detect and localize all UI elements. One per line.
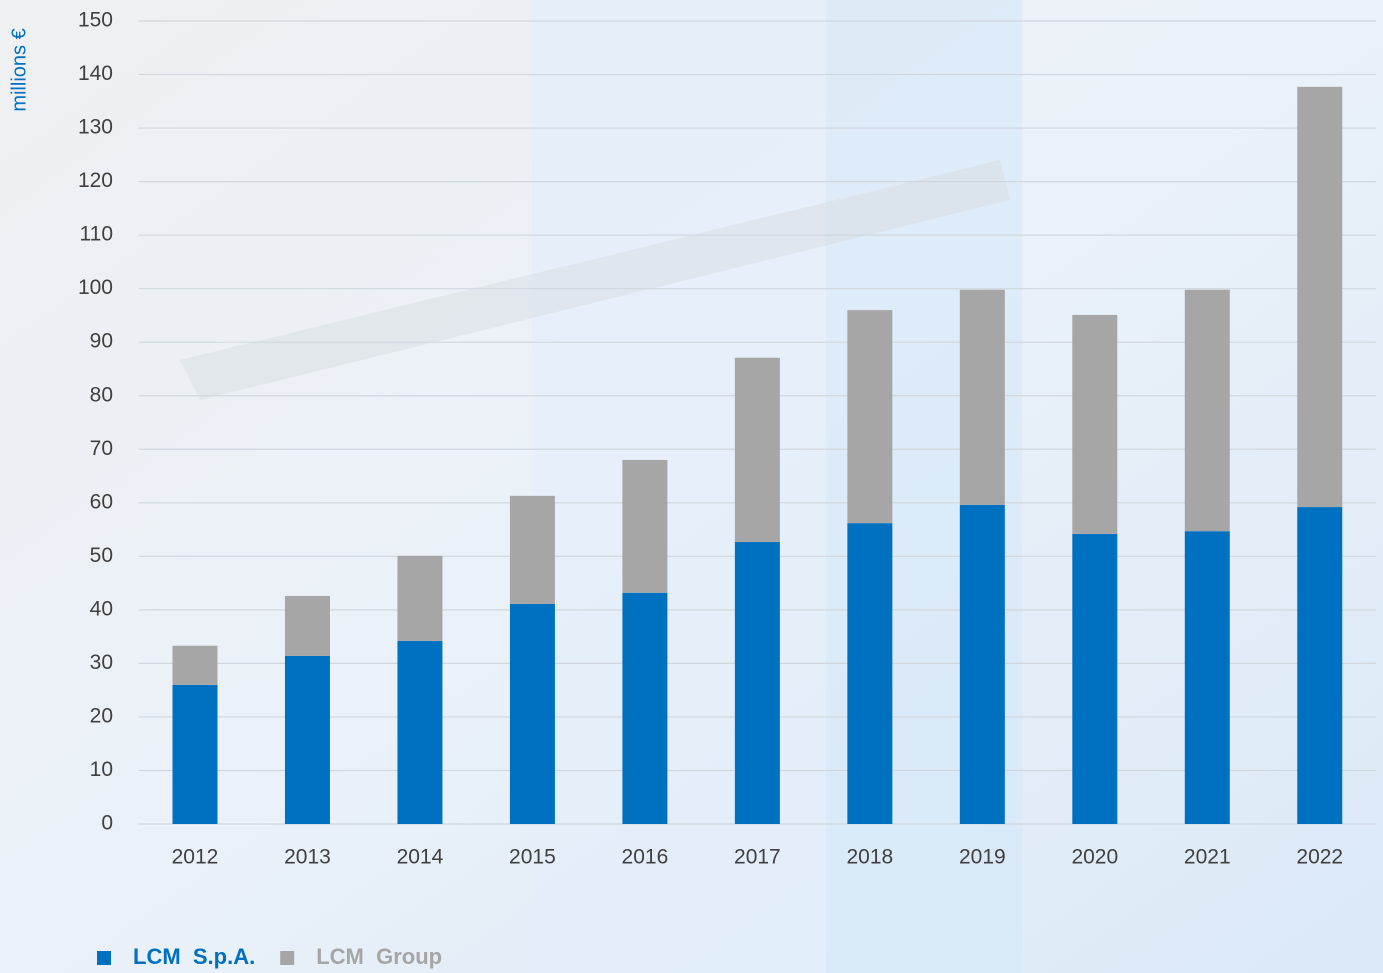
bar-segment xyxy=(172,685,217,824)
y-tick-label: 40 xyxy=(90,597,113,620)
y-tick-label: 70 xyxy=(90,437,113,460)
bar-segment xyxy=(397,556,442,641)
bar-segment xyxy=(847,523,892,824)
y-tick-label: 130 xyxy=(78,116,113,139)
bar-segment xyxy=(172,646,217,685)
y-tick-label: 110 xyxy=(80,223,113,246)
background-panel xyxy=(532,0,826,973)
bar-segment xyxy=(960,505,1005,824)
x-tick-label: 2020 xyxy=(1071,846,1118,869)
x-tick-label: 2012 xyxy=(172,846,219,869)
bar-segment xyxy=(1185,531,1230,824)
bar-segment xyxy=(622,460,667,593)
x-tick-label: 2022 xyxy=(1296,846,1343,869)
x-tick-label: 2016 xyxy=(622,846,669,869)
bar-segment xyxy=(1072,315,1117,534)
bar-segment xyxy=(1072,534,1117,824)
chart: millions € 0 10 20 30 40 50 60 70 80 90 100 110 120 1… xyxy=(0,0,1383,973)
y-tick-label: 140 xyxy=(78,62,113,85)
bar-segment xyxy=(510,604,555,824)
bar-segment xyxy=(285,596,330,656)
bar-segment xyxy=(847,310,892,523)
y-tick-label: 80 xyxy=(90,383,113,406)
bar-segment xyxy=(1297,507,1342,824)
legend-label: LCM Group xyxy=(316,944,442,969)
y-tick-label: 50 xyxy=(90,544,113,567)
x-tick-label: 2021 xyxy=(1184,846,1231,869)
y-axis-label: millions € xyxy=(8,28,30,111)
bar-segment xyxy=(510,496,555,604)
x-tick-label: 2013 xyxy=(284,846,331,869)
x-tick-label: 2014 xyxy=(397,846,444,869)
bar-segment xyxy=(285,656,330,824)
x-tick-label: 2017 xyxy=(734,846,781,869)
y-tick-label: 10 xyxy=(90,758,113,781)
y-tick-label: 20 xyxy=(90,704,113,727)
bar-segment xyxy=(735,358,780,542)
y-tick-label: 0 xyxy=(101,812,113,835)
bar-segment xyxy=(735,542,780,824)
legend-swatch xyxy=(280,951,294,965)
y-tick-label: 100 xyxy=(78,276,113,299)
x-tick-label: 2018 xyxy=(846,846,893,869)
x-tick-label: 2019 xyxy=(959,846,1006,869)
y-tick-label: 120 xyxy=(78,169,113,192)
bar-segment xyxy=(960,290,1005,505)
y-tick-label: 60 xyxy=(90,490,113,513)
bar-segment xyxy=(622,593,667,824)
bar-segment xyxy=(1297,87,1342,507)
y-tick-label: 30 xyxy=(90,651,113,674)
y-tick-label: 90 xyxy=(90,330,113,353)
legend-swatch xyxy=(97,951,111,965)
y-tick-label: 150 xyxy=(78,9,113,32)
bar-segment xyxy=(1185,290,1230,531)
bar-segment xyxy=(397,641,442,824)
x-tick-label: 2015 xyxy=(509,846,556,869)
legend-label: LCM S.p.A. xyxy=(133,944,255,969)
